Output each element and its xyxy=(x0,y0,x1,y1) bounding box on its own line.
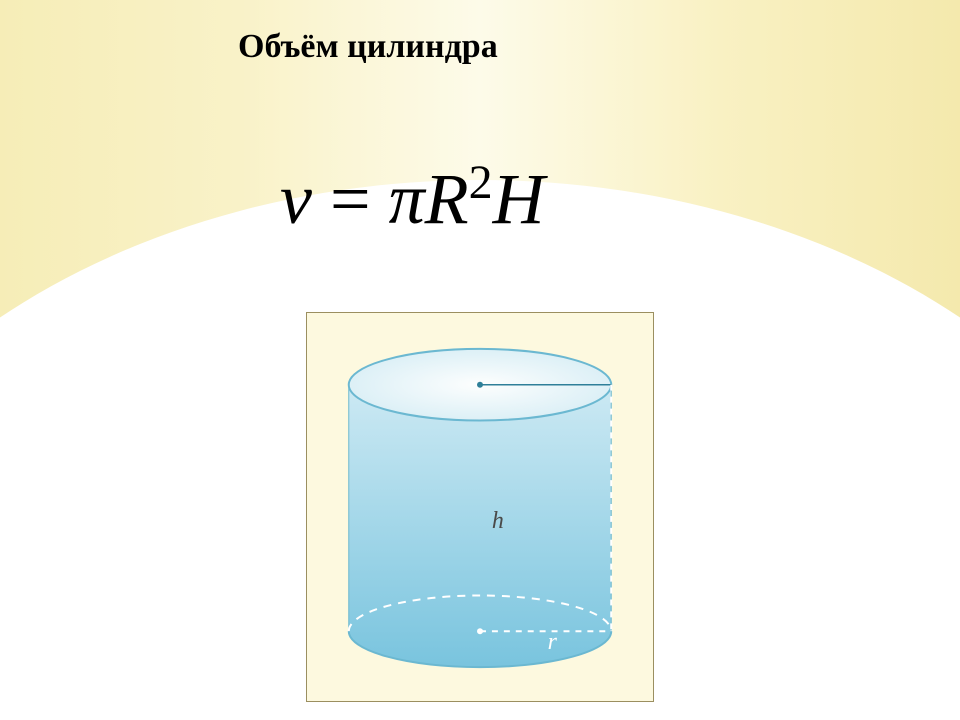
svg-text:h: h xyxy=(492,508,504,534)
formula-exponent: 2 xyxy=(469,156,493,209)
formula-H: H xyxy=(493,159,545,239)
formula-v: v xyxy=(280,159,312,239)
volume-formula: v = πR2H xyxy=(280,155,545,241)
formula-pi: π xyxy=(389,159,425,239)
slide: Объём цилиндра v = πR2H xyxy=(0,0,960,720)
cylinder-svg: h r xyxy=(307,313,653,701)
formula-R: R xyxy=(425,159,469,239)
cylinder-figure: h r xyxy=(306,312,654,702)
svg-text:r: r xyxy=(548,629,558,655)
page-title: Объём цилиндра xyxy=(238,28,498,66)
formula-eq: = xyxy=(312,159,389,239)
